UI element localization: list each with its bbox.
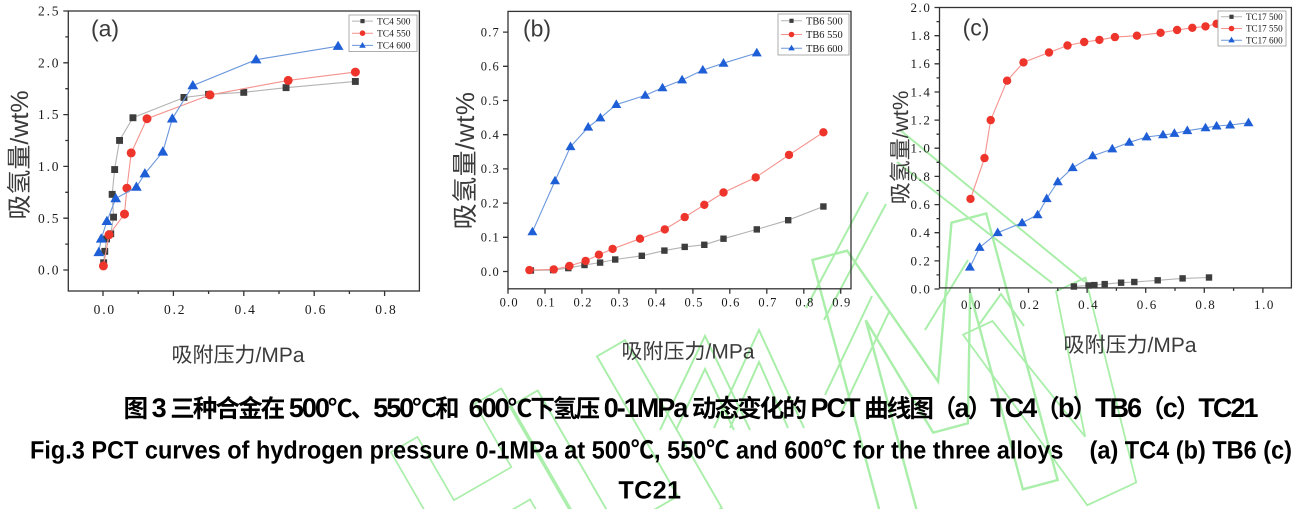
svg-text:(c): (c) bbox=[963, 15, 990, 41]
svg-text:0.3: 0.3 bbox=[481, 162, 500, 176]
svg-text:TB6 600: TB6 600 bbox=[806, 44, 843, 55]
svg-text:0.1: 0.1 bbox=[537, 295, 556, 309]
svg-text:TC17 500: TC17 500 bbox=[1246, 12, 1283, 22]
svg-text:(b): (b) bbox=[523, 16, 551, 42]
svg-text:0.9: 0.9 bbox=[832, 295, 851, 309]
svg-text:0.4: 0.4 bbox=[647, 295, 666, 309]
svg-text:0.2: 0.2 bbox=[573, 295, 592, 309]
svg-text:0.4: 0.4 bbox=[910, 225, 931, 240]
svg-text:0.3: 0.3 bbox=[610, 295, 629, 309]
svg-text:0.6: 0.6 bbox=[910, 197, 931, 212]
svg-text:2.0: 2.0 bbox=[910, 0, 931, 15]
svg-text:0.0: 0.0 bbox=[961, 297, 982, 312]
svg-text:0.2: 0.2 bbox=[1020, 297, 1041, 312]
svg-text:0.5: 0.5 bbox=[481, 94, 500, 108]
svg-text:2.5: 2.5 bbox=[38, 4, 60, 19]
svg-text:TC4 550: TC4 550 bbox=[377, 30, 411, 40]
svg-text:TC17 600: TC17 600 bbox=[1246, 35, 1283, 45]
svg-text:0.5: 0.5 bbox=[38, 211, 60, 226]
svg-text:TB6 550: TB6 550 bbox=[806, 30, 843, 41]
svg-text:0.7: 0.7 bbox=[758, 295, 777, 309]
svg-text:1.0: 1.0 bbox=[38, 159, 60, 174]
svg-text:0.6: 0.6 bbox=[721, 295, 740, 309]
svg-text:0.0: 0.0 bbox=[94, 302, 116, 317]
svg-text:0.4: 0.4 bbox=[234, 302, 256, 317]
svg-text:0.2: 0.2 bbox=[910, 253, 931, 268]
svg-text:1.4: 1.4 bbox=[910, 84, 931, 99]
svg-text:0.2: 0.2 bbox=[164, 302, 186, 317]
svg-text:1.6: 1.6 bbox=[910, 56, 931, 71]
svg-text:0.1: 0.1 bbox=[481, 231, 500, 245]
svg-text:0.6: 0.6 bbox=[1137, 297, 1158, 312]
svg-text:1.5: 1.5 bbox=[38, 107, 60, 122]
svg-text:TC4 500: TC4 500 bbox=[377, 17, 411, 27]
svg-text:0.0: 0.0 bbox=[910, 281, 931, 296]
svg-text:0.6: 0.6 bbox=[481, 60, 500, 74]
svg-text:(a): (a) bbox=[91, 16, 119, 42]
svg-text:TC4 600: TC4 600 bbox=[377, 42, 411, 52]
svg-text:0.0: 0.0 bbox=[500, 295, 519, 309]
svg-text:0.8: 0.8 bbox=[375, 302, 397, 317]
svg-text:1.0: 1.0 bbox=[1254, 297, 1275, 312]
svg-text:0.4: 0.4 bbox=[1078, 297, 1099, 312]
svg-text:0.0: 0.0 bbox=[481, 265, 500, 279]
svg-text:0.8: 0.8 bbox=[910, 169, 931, 184]
svg-text:0.8: 0.8 bbox=[795, 295, 814, 309]
svg-text:0.7: 0.7 bbox=[481, 25, 500, 39]
svg-text:0.0: 0.0 bbox=[38, 263, 60, 278]
svg-text:1.2: 1.2 bbox=[910, 113, 931, 128]
svg-text:0.4: 0.4 bbox=[481, 128, 500, 142]
svg-text:TB6 500: TB6 500 bbox=[806, 17, 843, 28]
svg-text:0.6: 0.6 bbox=[305, 302, 327, 317]
svg-text:1.8: 1.8 bbox=[910, 28, 931, 43]
svg-text:0.2: 0.2 bbox=[481, 196, 500, 210]
svg-text:TC17 550: TC17 550 bbox=[1246, 24, 1283, 34]
svg-text:2.0: 2.0 bbox=[38, 55, 60, 70]
svg-text:1.0: 1.0 bbox=[910, 141, 931, 156]
svg-text:0.5: 0.5 bbox=[684, 295, 703, 309]
svg-text:0.8: 0.8 bbox=[1195, 297, 1216, 312]
